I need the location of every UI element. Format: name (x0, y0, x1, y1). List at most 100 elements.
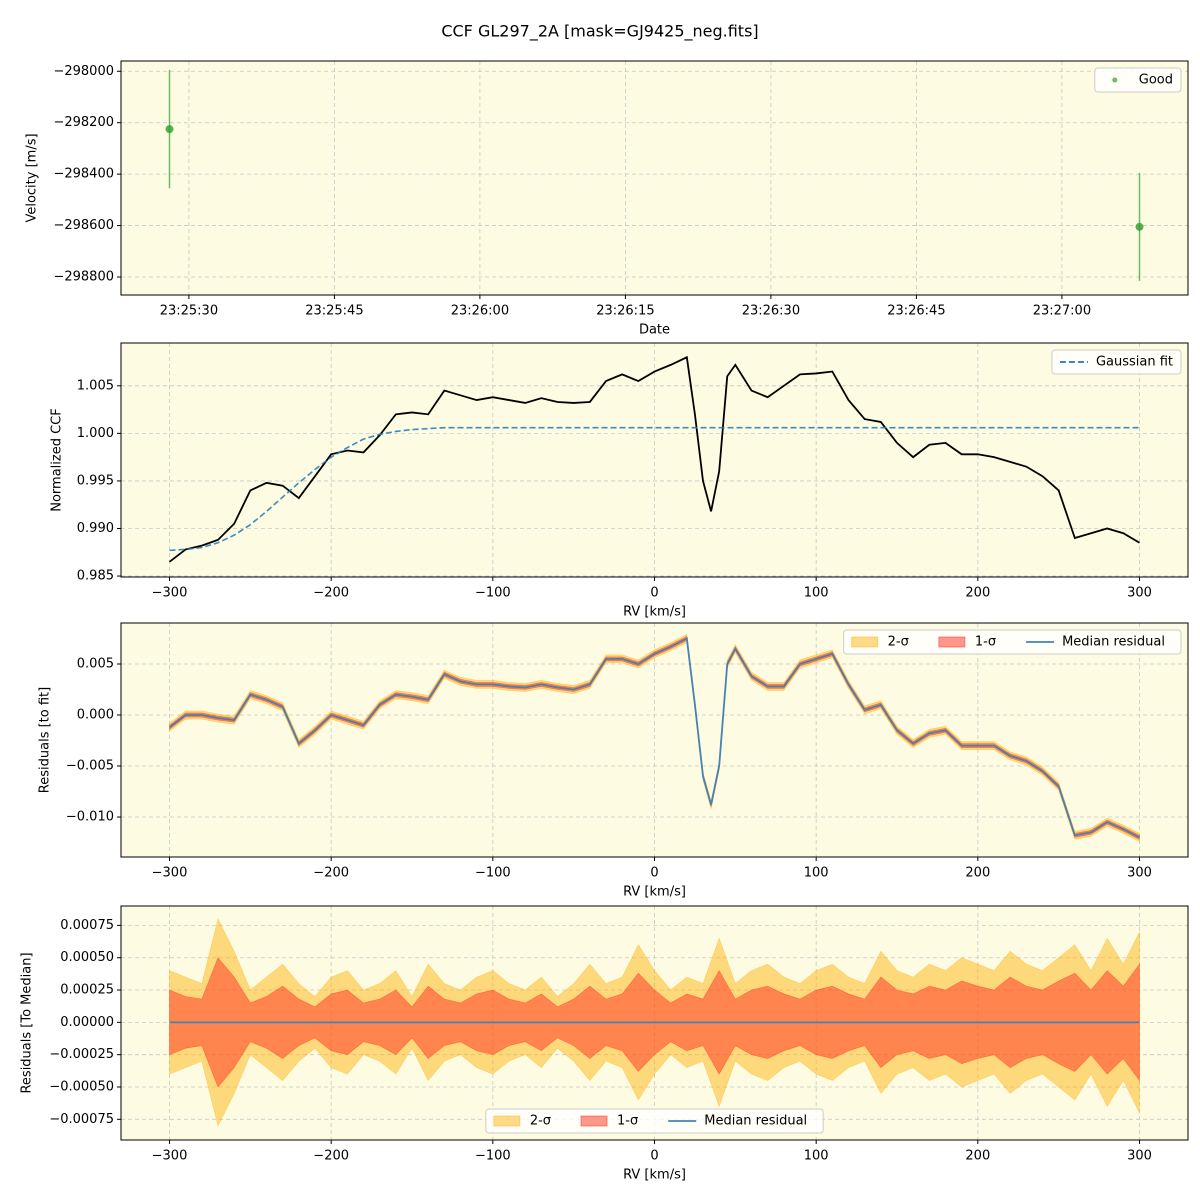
plot-frame (120, 622, 1189, 858)
y-tick-label: −298200 (53, 115, 114, 130)
legend-label: Median residual (704, 1114, 807, 1129)
y-tick-label: 0.000 (77, 708, 114, 723)
legend-label: Median residual (1062, 635, 1165, 650)
y-tick-label: −298800 (53, 270, 114, 285)
legend-label: 2-σ (888, 635, 909, 650)
legend: Gaussian fit (1051, 349, 1182, 375)
x-tick-label: 100 (804, 586, 829, 601)
legend-item: 2-σ (851, 635, 909, 650)
legend-swatch (851, 636, 879, 648)
y-tick-label: 0.00050 (60, 950, 114, 965)
legend-label: Good (1139, 73, 1173, 88)
legend-swatch (493, 1115, 521, 1127)
legend-marker (1112, 77, 1118, 83)
legend-swatch (580, 1115, 608, 1127)
plot-area (165, 70, 1144, 281)
figure-title: CCF GL297_2A [mask=GJ9425_neg.fits] (441, 22, 758, 42)
y-tick-label: −298400 (53, 167, 114, 182)
y-tick-label: −0.00075 (49, 1112, 114, 1127)
y-tick-label: 0.005 (77, 657, 114, 672)
y-tick-label: −0.00025 (49, 1047, 114, 1062)
plot-frame (120, 60, 1189, 296)
plot-area (168, 355, 1140, 563)
legend-label: 1-σ (617, 1114, 638, 1129)
y-tick-label: 0.990 (77, 521, 114, 536)
y-tick-label: 0.00000 (60, 1015, 114, 1030)
x-axis-label: RV [km/s] (623, 1168, 686, 1183)
legend-item: 2-σ (493, 1114, 551, 1129)
x-tick-label: −200 (313, 586, 349, 601)
x-tick-label: 0 (650, 1149, 658, 1164)
x-tick-label: −300 (152, 1149, 188, 1164)
y-tick-label: −0.010 (66, 810, 114, 825)
x-tick-label: 300 (1127, 586, 1152, 601)
point (1135, 222, 1144, 231)
legend-item: 1-σ (938, 635, 996, 650)
legend-box (485, 1108, 824, 1134)
band (169, 633, 1140, 842)
x-tick-label: 23:25:30 (160, 304, 218, 319)
y-axis-label: Velocity [m/s] (25, 133, 40, 222)
x-tick-label: 23:25:45 (305, 304, 363, 319)
y-tick-label: −0.00050 (49, 1079, 114, 1094)
x-tick-label: 23:27:00 (1033, 304, 1091, 319)
x-tick-label: 100 (804, 1149, 829, 1164)
y-tick-label: −298600 (53, 218, 114, 233)
plot-area (168, 633, 1140, 842)
x-tick-label: −200 (313, 1149, 349, 1164)
legend-label: 2-σ (530, 1114, 551, 1129)
y-axis-label: Residuals [to fit] (38, 687, 53, 793)
legend-item: 1-σ (580, 1114, 638, 1129)
legend-label: Gaussian fit (1096, 355, 1173, 370)
y-axis-label: Normalized CCF (50, 408, 65, 512)
x-tick-label: 200 (965, 586, 990, 601)
x-tick-label: 100 (804, 866, 829, 881)
y-tick-label: 0.995 (77, 473, 114, 488)
x-tick-label: 200 (965, 866, 990, 881)
plot-background (121, 61, 1188, 295)
x-tick-label: 0 (650, 586, 658, 601)
y-tick-label: 0.985 (77, 569, 114, 584)
point (165, 125, 174, 134)
legend: 2-σ 1-σ Median residual (485, 1108, 824, 1134)
y-tick-label: 0.00025 (60, 983, 114, 998)
x-tick-label: −200 (313, 866, 349, 881)
x-tick-label: −100 (475, 586, 511, 601)
x-tick-label: −100 (475, 1149, 511, 1164)
line (169, 426, 1140, 552)
legend-item: Gaussian fit (1059, 355, 1173, 370)
x-tick-label: 23:26:45 (887, 304, 945, 319)
legend-item: Good (1112, 73, 1173, 88)
plot-area (169, 918, 1140, 1127)
x-tick-label: −300 (152, 586, 188, 601)
y-tick-label: −298000 (53, 64, 114, 79)
legend-box (1051, 349, 1182, 375)
plot-frame (120, 905, 1189, 1141)
x-tick-label: 23:26:00 (451, 304, 509, 319)
legend: 2-σ 1-σ Median residual (843, 629, 1182, 655)
y-tick-label: 1.005 (77, 378, 114, 393)
legend-item: Median residual (1026, 635, 1165, 650)
y-tick-label: −0.005 (66, 759, 114, 774)
x-tick-label: 0 (650, 866, 658, 881)
x-tick-label: −300 (152, 866, 188, 881)
x-tick-label: 300 (1127, 866, 1152, 881)
legend-box (843, 629, 1182, 655)
band (169, 635, 1140, 840)
legend-item: Median residual (668, 1114, 807, 1129)
legend-box (1094, 67, 1182, 93)
legend-label: 1-σ (975, 635, 996, 650)
x-axis-label: RV [km/s] (623, 885, 686, 900)
line (168, 637, 1140, 839)
x-tick-label: 200 (965, 1149, 990, 1164)
x-tick-label: 300 (1127, 1149, 1152, 1164)
x-tick-label: −100 (475, 866, 511, 881)
y-tick-label: 0.00075 (60, 918, 114, 933)
plot-frame (120, 342, 1189, 578)
y-axis-label: Residuals [To Median] (20, 952, 35, 1093)
legend: Good (1094, 67, 1182, 93)
y-tick-label: 1.000 (77, 426, 114, 441)
x-tick-label: 23:26:15 (596, 304, 654, 319)
x-axis-label: Date (639, 323, 670, 338)
